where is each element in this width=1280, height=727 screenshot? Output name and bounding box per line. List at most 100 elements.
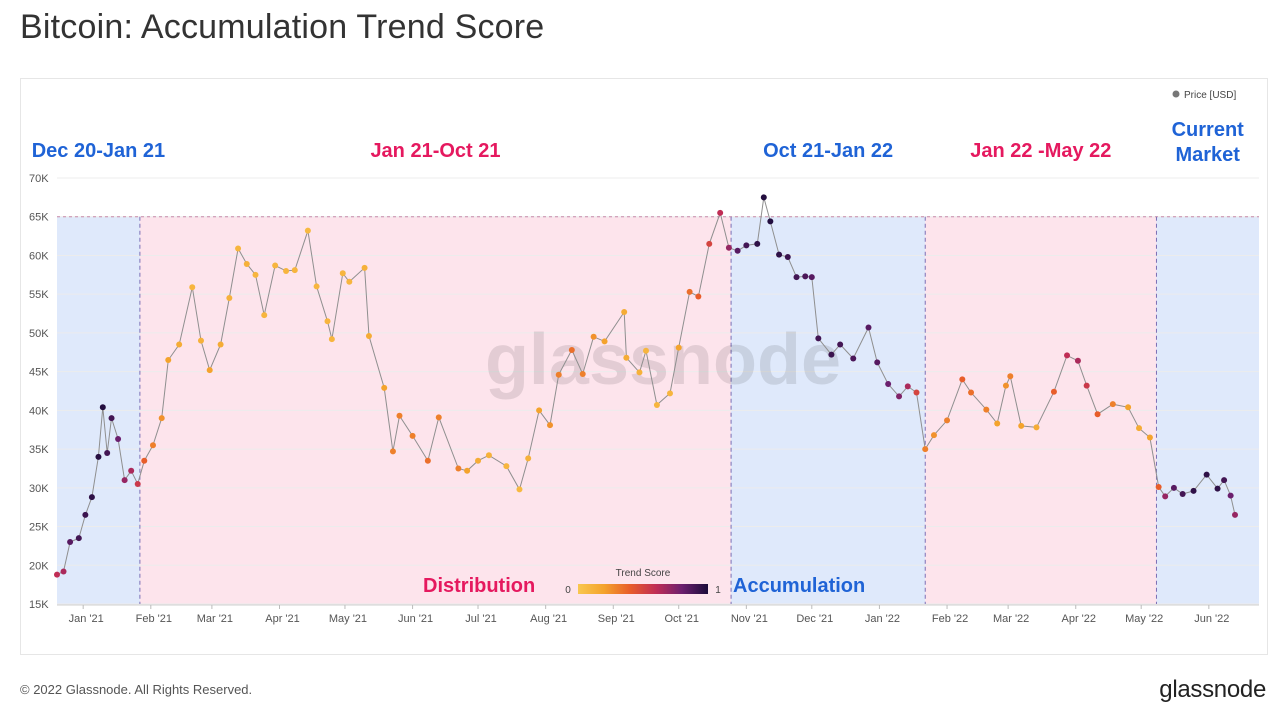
price-point bbox=[1094, 411, 1101, 418]
price-point bbox=[743, 242, 750, 249]
price-point bbox=[1125, 404, 1132, 411]
price-point bbox=[1083, 382, 1090, 389]
x-tick-label: May '22 bbox=[1125, 613, 1163, 625]
x-tick-label: Sep '21 bbox=[598, 613, 635, 625]
price-point bbox=[666, 390, 673, 397]
price-point bbox=[621, 308, 628, 315]
price-point bbox=[802, 273, 809, 280]
price-point bbox=[516, 486, 523, 493]
price-point bbox=[944, 417, 951, 424]
price-point bbox=[365, 333, 372, 340]
page-title: Bitcoin: Accumulation Trend Score bbox=[20, 8, 545, 46]
x-tick-label: Nov '21 bbox=[731, 613, 768, 625]
x-tick-label: Feb '22 bbox=[932, 613, 968, 625]
price-point bbox=[1179, 491, 1186, 498]
price-point bbox=[82, 511, 89, 518]
price-point bbox=[1002, 382, 1009, 389]
price-point bbox=[837, 341, 844, 348]
price-point bbox=[959, 376, 966, 383]
price-point bbox=[1064, 352, 1071, 359]
region-label-line: Current bbox=[1172, 119, 1245, 141]
price-point bbox=[252, 271, 259, 278]
price-point bbox=[994, 420, 1001, 427]
price-chart: 15K 20K 25K 30K 35K 40K 45K 50K 55K 60K 65K 70K Jan … bbox=[29, 90, 1259, 625]
price-point bbox=[717, 209, 724, 216]
x-tick-label: Jul '21 bbox=[465, 613, 496, 625]
price-point bbox=[536, 407, 543, 414]
price-point bbox=[121, 477, 128, 484]
price-point bbox=[1227, 492, 1234, 499]
price-point bbox=[754, 240, 761, 247]
price-point bbox=[695, 293, 702, 300]
price-point bbox=[158, 415, 165, 422]
price-point bbox=[1146, 434, 1153, 441]
price-point bbox=[1190, 487, 1197, 494]
price-point bbox=[339, 270, 346, 277]
price-point bbox=[776, 251, 783, 258]
price-point bbox=[217, 341, 224, 348]
y-tick-label: 45K bbox=[29, 367, 49, 379]
legend-label: Price [USD] bbox=[1184, 90, 1236, 101]
price-point bbox=[904, 383, 911, 390]
y-tick-label: 50K bbox=[29, 328, 49, 340]
price-point bbox=[409, 432, 416, 439]
price-point bbox=[324, 318, 331, 325]
price-point bbox=[1050, 388, 1057, 395]
price-point bbox=[706, 240, 713, 247]
price-point bbox=[99, 404, 106, 411]
region-label-2: Jan 21-Oct 21 bbox=[370, 140, 500, 162]
color-scale-min-label: 0 bbox=[565, 585, 571, 596]
price-point bbox=[865, 324, 872, 331]
price-point bbox=[885, 381, 892, 388]
price-point bbox=[141, 457, 148, 464]
color-scale-max-label: 1 bbox=[715, 585, 721, 596]
price-point bbox=[913, 389, 920, 396]
price-point bbox=[1018, 422, 1025, 429]
price-point bbox=[455, 465, 462, 472]
price-point bbox=[874, 359, 881, 366]
price-point bbox=[525, 455, 532, 462]
color-scale-bar bbox=[578, 584, 708, 594]
price-point bbox=[396, 412, 403, 419]
price-point bbox=[808, 274, 815, 281]
x-tick-label: Apr '21 bbox=[265, 613, 300, 625]
price-point bbox=[590, 333, 597, 340]
price-point bbox=[623, 354, 630, 361]
price-point bbox=[95, 453, 102, 460]
price-point bbox=[547, 422, 554, 429]
region-label-4: Jan 22 -May 22 bbox=[970, 140, 1111, 162]
price-point bbox=[235, 245, 242, 252]
y-tick-label: 65K bbox=[29, 212, 49, 224]
price-point bbox=[149, 442, 156, 449]
price-point bbox=[424, 457, 431, 464]
x-tick-label: Dec '21 bbox=[796, 613, 833, 625]
price-point bbox=[968, 389, 975, 396]
y-tick-label: 25K bbox=[29, 522, 49, 534]
price-point bbox=[197, 337, 204, 344]
price-point bbox=[555, 371, 562, 378]
y-tick-label: 55K bbox=[29, 289, 49, 301]
y-tick-label: 20K bbox=[29, 560, 49, 572]
price-point bbox=[760, 194, 767, 201]
price-point bbox=[784, 254, 791, 261]
price-point bbox=[206, 367, 213, 374]
price-point bbox=[261, 312, 268, 319]
price-point bbox=[104, 449, 111, 456]
price-point bbox=[60, 568, 67, 575]
price-point bbox=[930, 432, 937, 439]
price-point bbox=[272, 262, 279, 269]
price-point bbox=[75, 535, 82, 542]
region-label-3: Oct 21-Jan 22 bbox=[763, 140, 893, 162]
price-point bbox=[643, 347, 650, 354]
price-point bbox=[389, 448, 396, 455]
price-point bbox=[1214, 485, 1221, 492]
price-point bbox=[435, 414, 442, 421]
price-point bbox=[1170, 484, 1177, 491]
price-point bbox=[815, 335, 822, 342]
y-tick-label: 30K bbox=[29, 483, 49, 495]
price-point bbox=[381, 384, 388, 391]
price-point bbox=[226, 295, 233, 302]
price-point bbox=[1007, 373, 1014, 380]
price-point bbox=[291, 267, 298, 274]
price-point bbox=[675, 344, 682, 351]
